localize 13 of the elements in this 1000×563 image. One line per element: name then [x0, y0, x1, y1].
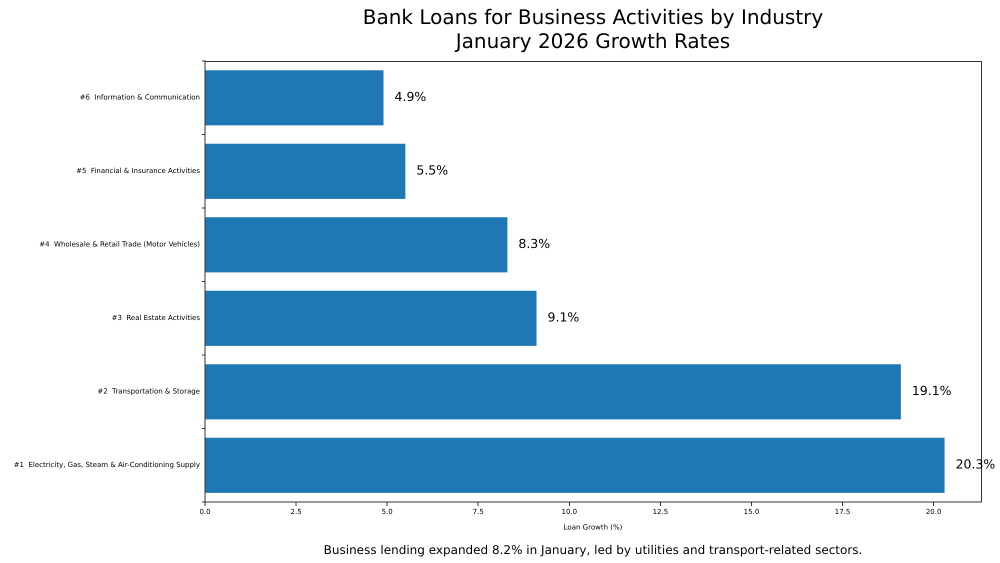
data-label: 8.3%	[518, 236, 550, 251]
bar	[206, 144, 406, 199]
bar	[206, 364, 901, 420]
data-label: 9.1%	[548, 310, 580, 324]
bar	[206, 70, 384, 126]
data-label: 19.1%	[912, 383, 952, 398]
data-label: 5.5%	[416, 162, 448, 178]
bar	[206, 438, 945, 493]
bar	[206, 290, 537, 346]
data-label: 4.9%	[394, 89, 426, 104]
chart-title: Bank Loans for Business Activities by Industry January 2026 Growth Rates	[362, 5, 824, 53]
text: Business lending expanded 8.2% in January, led by utilities and transport-related sectors.	[322, 543, 864, 557]
bar	[206, 217, 508, 272]
